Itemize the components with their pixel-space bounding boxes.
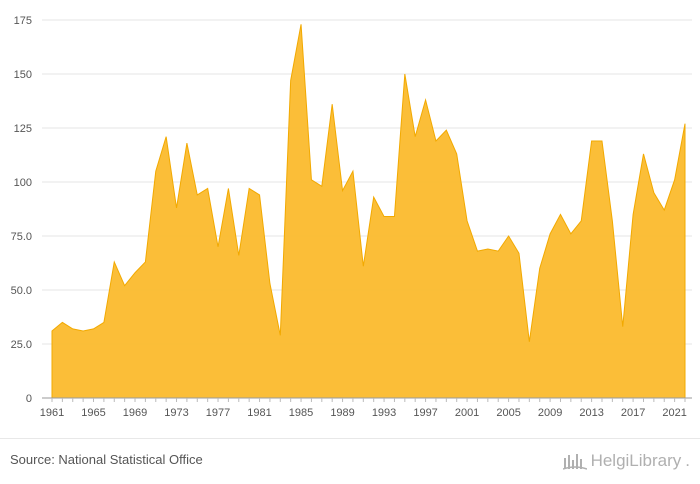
y-tick-label: 25.0 [11, 339, 32, 351]
data-point [372, 195, 376, 199]
data-point [341, 189, 345, 193]
data-point [486, 247, 490, 251]
chart-footer: Source: National Statistical Office Helg… [0, 438, 700, 484]
y-tick-label: 0 [26, 393, 32, 405]
data-point [558, 212, 562, 216]
source-note: Source: National Statistical Office [10, 452, 203, 467]
y-tick-label: 75.0 [11, 231, 32, 243]
data-point [631, 212, 635, 216]
x-tick-label: 2017 [621, 407, 645, 419]
data-point [475, 249, 479, 253]
data-point [299, 22, 303, 26]
data-series [51, 24, 686, 399]
data-point [392, 215, 396, 219]
x-tick-label: 2021 [662, 407, 686, 419]
data-point [600, 139, 604, 143]
data-point [175, 206, 179, 210]
data-point [216, 245, 220, 249]
data-point [641, 152, 645, 156]
brand-logo[interactable]: HelgiLibrary. [562, 449, 690, 473]
data-point [112, 260, 116, 264]
data-point [517, 251, 521, 255]
data-point [309, 178, 313, 182]
data-point [289, 78, 293, 82]
data-point [247, 186, 251, 190]
x-tick-label: 2013 [579, 407, 603, 419]
data-point [382, 215, 386, 219]
data-point [123, 284, 127, 288]
x-tick-label: 1969 [123, 407, 147, 419]
x-tick-label: 1977 [206, 407, 230, 419]
x-tick-label: 2001 [455, 407, 479, 419]
data-point [102, 320, 106, 324]
x-tick-label: 2009 [538, 407, 562, 419]
x-tick-label: 1965 [81, 407, 105, 419]
data-point [621, 325, 625, 329]
data-point [237, 253, 241, 257]
data-point [424, 98, 428, 102]
data-point [133, 271, 137, 275]
y-axis: 0 25.0 50.0 75.0 100 125 150 175 [11, 15, 32, 405]
data-point [403, 72, 407, 76]
data-point [351, 169, 355, 173]
data-point [268, 282, 272, 286]
data-point [444, 128, 448, 132]
data-point [81, 329, 85, 333]
data-point [143, 260, 147, 264]
data-point [320, 184, 324, 188]
data-point [258, 193, 262, 197]
data-point [60, 320, 64, 324]
x-tick-label: 1997 [413, 407, 437, 419]
data-point [71, 327, 75, 331]
area-series [51, 24, 686, 399]
data-point [330, 102, 334, 106]
x-axis: 1961 1965 1969 1973 1977 1981 1985 1989 1993 1997… [40, 397, 692, 419]
library-logo-icon [562, 454, 587, 470]
data-point [579, 219, 583, 223]
data-point [50, 329, 54, 333]
data-point [527, 340, 531, 344]
y-tick-label: 100 [14, 177, 32, 189]
x-tick-label: 1973 [164, 407, 188, 419]
data-point [569, 232, 573, 236]
area-chart: 1961 1965 1969 1973 1977 1981 1985 1989 1993 1997… [11, 15, 692, 419]
data-point [154, 169, 158, 173]
x-tick-label: 2005 [496, 407, 520, 419]
x-tick-label: 1981 [247, 407, 271, 419]
x-tick-label: 1989 [330, 407, 354, 419]
data-point [206, 186, 210, 190]
y-tick-label: 50.0 [11, 285, 32, 297]
data-point [507, 234, 511, 238]
data-point [662, 208, 666, 212]
y-tick-label: 150 [14, 69, 32, 81]
data-point [496, 249, 500, 253]
y-tick-label: 125 [14, 123, 32, 135]
data-point [538, 266, 542, 270]
data-point [413, 135, 417, 139]
data-point [226, 186, 230, 190]
x-tick-label: 1985 [289, 407, 313, 419]
data-point [434, 139, 438, 143]
data-point [610, 219, 614, 223]
data-point [164, 135, 168, 139]
data-point [465, 219, 469, 223]
data-point [673, 178, 677, 182]
x-tick-label: 1961 [40, 407, 64, 419]
data-point [683, 122, 687, 126]
data-point [278, 333, 282, 337]
data-point [195, 193, 199, 197]
data-point [361, 264, 365, 268]
data-point [548, 232, 552, 236]
y-tick-label: 175 [14, 15, 32, 27]
data-point [590, 139, 594, 143]
data-point [652, 191, 656, 195]
brand-dot: . [685, 451, 690, 470]
data-point [455, 152, 459, 156]
data-point [92, 327, 96, 331]
brand-name: HelgiLibrary [590, 451, 682, 470]
x-tick-label: 1993 [372, 407, 396, 419]
data-point [185, 141, 189, 145]
